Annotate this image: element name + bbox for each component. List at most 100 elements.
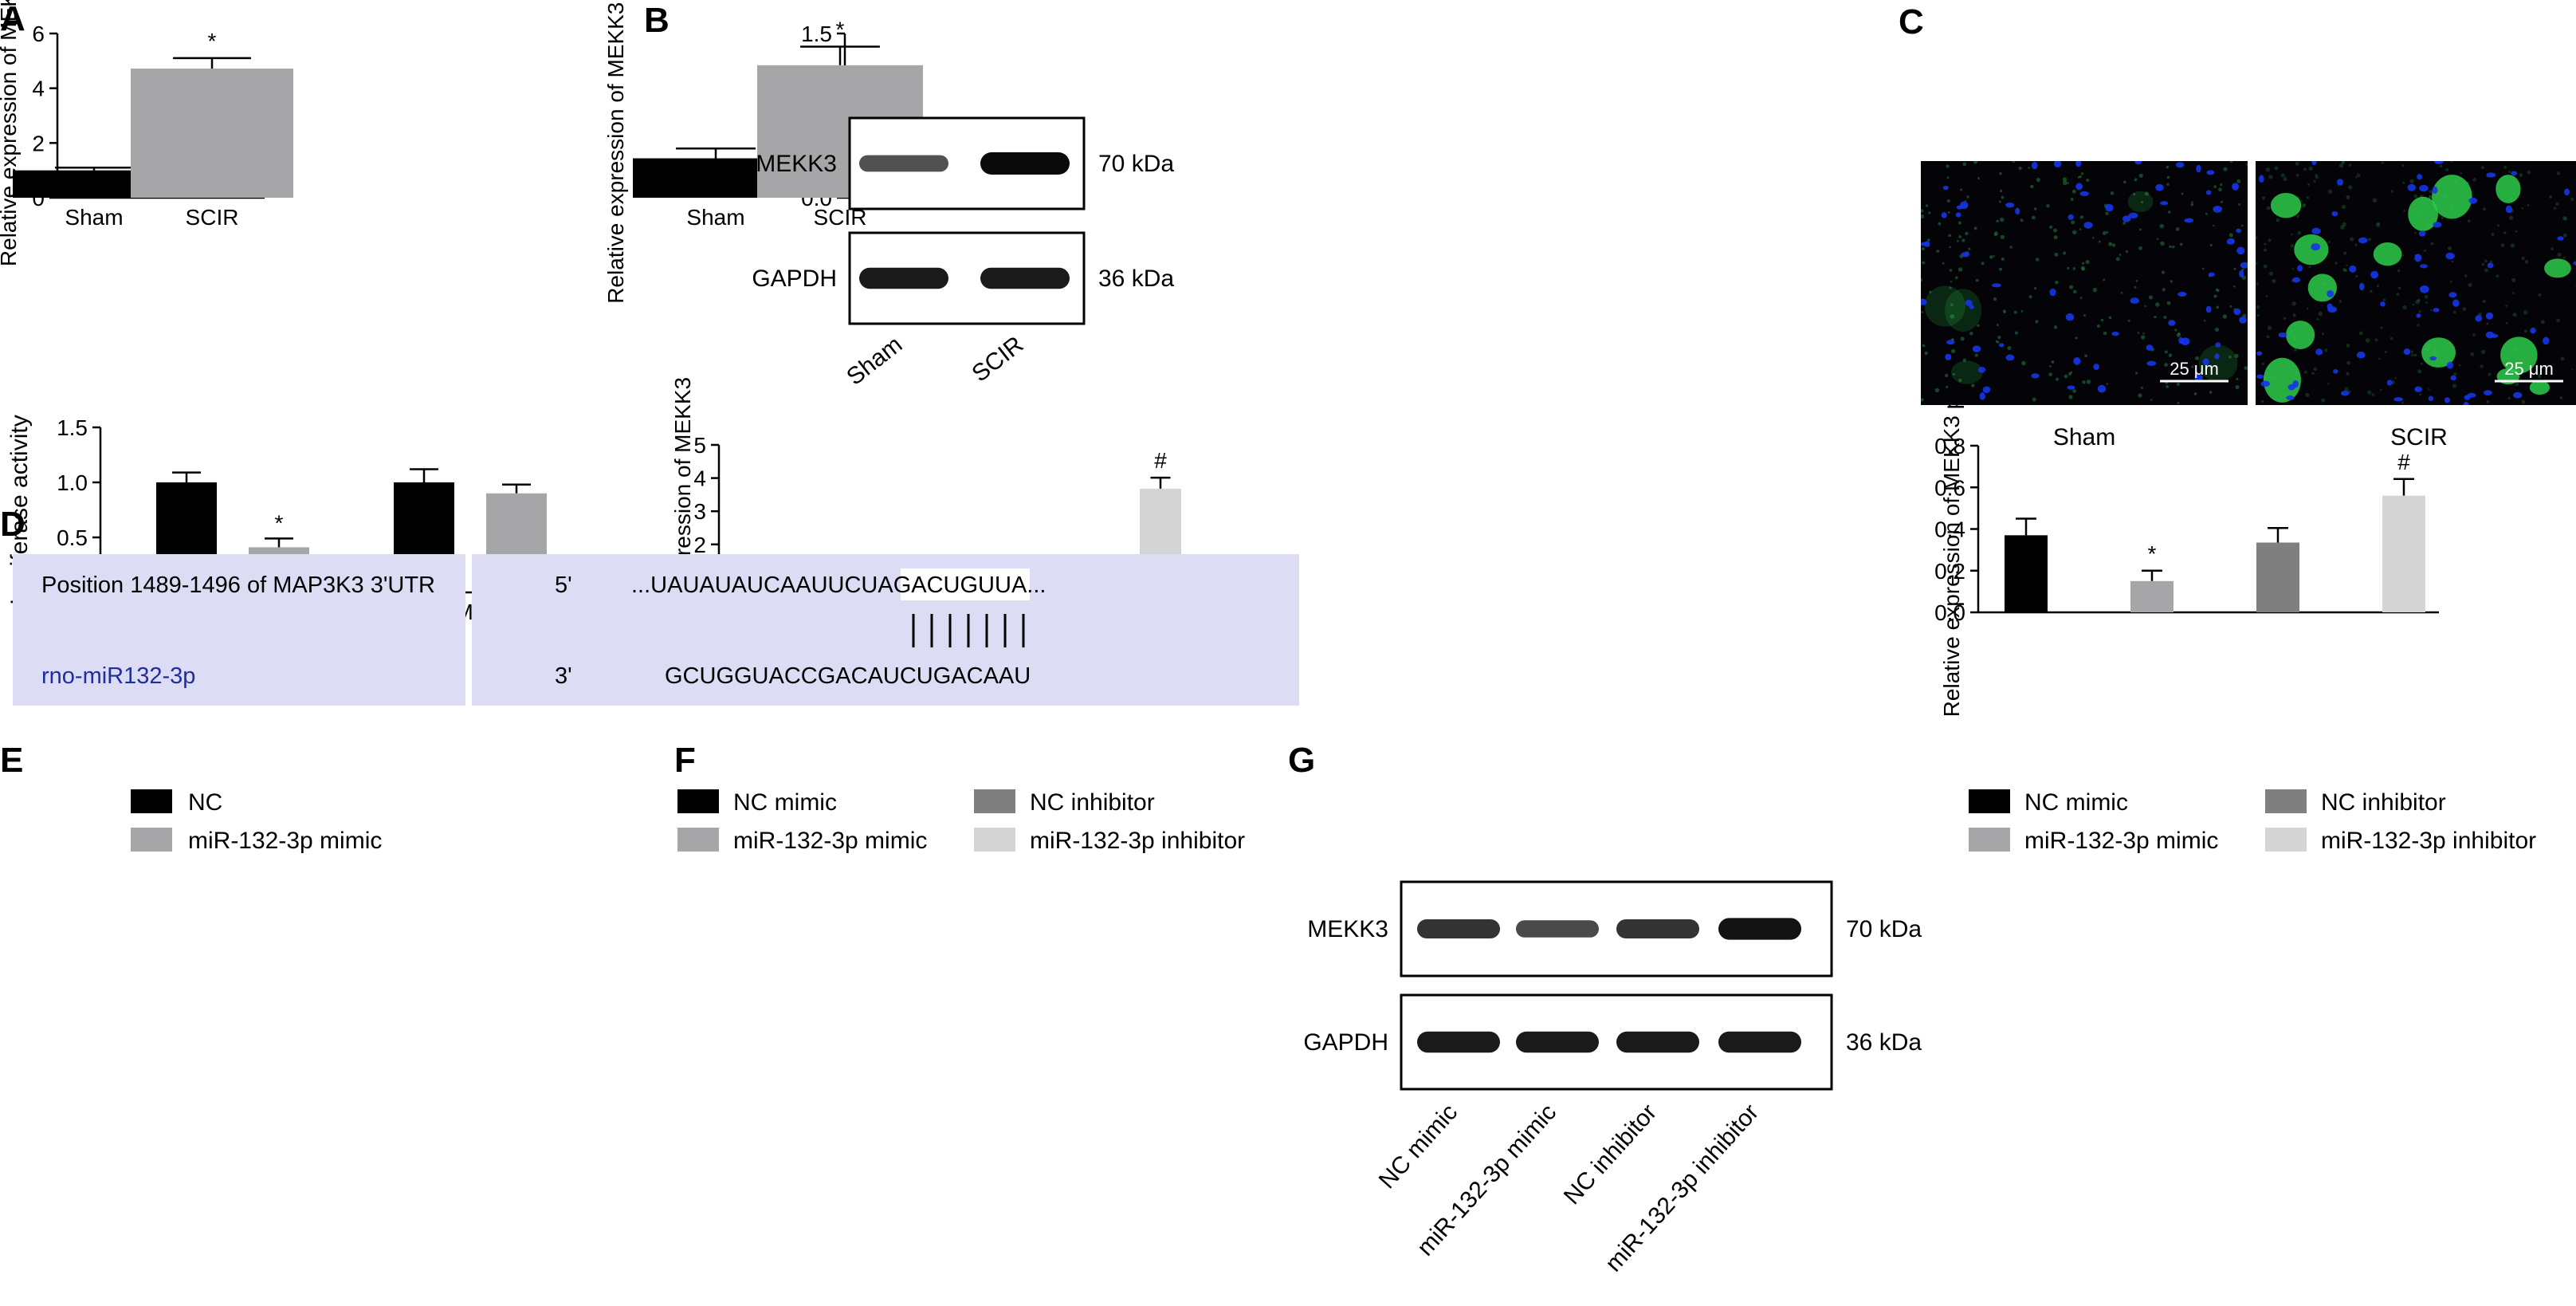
green-speckle-1-10 bbox=[2265, 167, 2271, 172]
nucleus-0-34 bbox=[2122, 215, 2131, 222]
nucleus-1-18 bbox=[2349, 265, 2357, 273]
y-tick-label-g-0: 0.0 bbox=[1934, 600, 1965, 625]
y-tick-label-e-1: 0.5 bbox=[57, 525, 88, 550]
green-speckle-0-243 bbox=[2096, 324, 2100, 328]
green-speckle-0-189 bbox=[2176, 332, 2181, 337]
green-speckle-0-102 bbox=[2032, 397, 2036, 402]
green-speckle-1-53 bbox=[2397, 269, 2401, 273]
blot-band-g-1-2 bbox=[1616, 1031, 1699, 1053]
green-speckle-1-49 bbox=[2327, 241, 2331, 244]
green-speckle-1-9 bbox=[2381, 161, 2384, 164]
green-speckle-0-144 bbox=[1974, 353, 1978, 357]
significance-mark-g-3: # bbox=[2397, 450, 2410, 474]
green-speckle-0-19 bbox=[2053, 325, 2058, 329]
green-speckle-0-204 bbox=[1958, 235, 1962, 238]
green-speckle-0-28 bbox=[1989, 255, 1993, 259]
green-cell-1-1 bbox=[2373, 242, 2402, 266]
green-speckle-0-44 bbox=[2122, 180, 2126, 184]
nucleus-0-5 bbox=[2194, 374, 2204, 382]
nucleus-1-62 bbox=[2564, 188, 2570, 196]
nucleus-1-14 bbox=[2407, 183, 2416, 191]
green-speckle-0-150 bbox=[1997, 335, 2001, 340]
nucleus-1-33 bbox=[2278, 332, 2287, 338]
green-speckle-0-0 bbox=[2079, 297, 2083, 299]
nucleus-0-63 bbox=[1945, 353, 1952, 360]
green-speckle-0-78 bbox=[2213, 185, 2217, 188]
nucleus-0-12 bbox=[2206, 170, 2215, 175]
green-speckle-0-193 bbox=[2150, 399, 2153, 401]
green-speckle-0-5 bbox=[1996, 324, 1999, 327]
nucleus-1-37 bbox=[2433, 308, 2440, 313]
green-speckle-0-142 bbox=[2214, 327, 2220, 332]
green-speckle-1-17 bbox=[2315, 174, 2318, 177]
green-speckle-1-234 bbox=[2308, 166, 2313, 171]
blot-label-g-0: MEKK3 bbox=[1307, 916, 1388, 942]
mirna-sequence: GCUGGUACCGACAUCUGACAAU bbox=[665, 663, 1031, 689]
sequence-box-right bbox=[472, 554, 1299, 706]
nucleus-1-5 bbox=[2292, 277, 2300, 283]
green-speckle-1-71 bbox=[2397, 286, 2401, 290]
green-speckle-1-51 bbox=[2418, 310, 2421, 313]
legend-swatch-f-0 bbox=[677, 789, 719, 813]
nucleus-0-59 bbox=[2233, 308, 2241, 316]
green-speckle-1-103 bbox=[2411, 353, 2414, 357]
green-speckle-0-215 bbox=[2220, 200, 2223, 203]
green-speckle-1-19 bbox=[2344, 387, 2349, 392]
green-speckle-0-256 bbox=[2086, 380, 2091, 384]
nucleus-0-69 bbox=[2097, 384, 2107, 393]
green-speckle-0-123 bbox=[1966, 195, 1969, 199]
nucleus-0-28 bbox=[2015, 207, 2020, 215]
nucleus-1-8 bbox=[2417, 174, 2423, 180]
green-speckle-0-219 bbox=[2222, 314, 2228, 319]
green-speckle-0-49 bbox=[2036, 178, 2040, 183]
green-speckle-0-199 bbox=[2195, 356, 2199, 360]
green-speckle-1-208 bbox=[2503, 165, 2507, 169]
significance-mark-f-3: # bbox=[1154, 448, 1167, 473]
green-speckle-1-119 bbox=[2508, 170, 2511, 173]
green-speckle-0-232 bbox=[2122, 221, 2126, 225]
nucleus-0-57 bbox=[2105, 203, 2114, 212]
green-speckle-1-220 bbox=[2267, 325, 2272, 331]
legend-label-f-1: miR-132-3p mimic bbox=[733, 828, 927, 854]
green-speckle-0-14 bbox=[1946, 385, 1949, 389]
green-speckle-0-95 bbox=[2162, 288, 2166, 292]
green-speckle-0-196 bbox=[2175, 227, 2180, 231]
legend-label-e-1: miR-132-3p mimic bbox=[188, 828, 382, 854]
green-speckle-0-56 bbox=[2068, 395, 2073, 399]
nucleus-0-7 bbox=[2067, 385, 2075, 390]
green-speckle-1-67 bbox=[2382, 298, 2386, 302]
green-speckle-0-235 bbox=[2223, 167, 2228, 171]
base-pair-lines bbox=[912, 614, 1025, 647]
y-tick-label-g-4: 0.8 bbox=[1934, 434, 1965, 458]
green-speckle-0-238 bbox=[2072, 230, 2077, 235]
nucleus-1-21 bbox=[2286, 395, 2295, 401]
nucleus-1-34 bbox=[2487, 262, 2494, 269]
green-speckle-0-106 bbox=[2105, 211, 2109, 216]
green-speckle-1-154 bbox=[2380, 388, 2382, 391]
green-speckle-1-212 bbox=[2256, 282, 2259, 285]
green-speckle-0-154 bbox=[1925, 204, 1929, 207]
y-tick-label-g-3: 0.6 bbox=[1934, 475, 1965, 500]
bar-g-2 bbox=[2256, 542, 2299, 612]
green-speckle-1-14 bbox=[2290, 244, 2295, 248]
green-speckle-1-97 bbox=[2256, 313, 2260, 317]
green-speckle-1-109 bbox=[2538, 372, 2542, 376]
green-speckle-0-16 bbox=[2115, 257, 2120, 262]
green-speckle-0-184 bbox=[2193, 392, 2197, 395]
nucleus-1-66 bbox=[2403, 348, 2411, 356]
legend-label-f-0: NC mimic bbox=[733, 789, 837, 816]
green-speckle-0-52 bbox=[2063, 251, 2067, 255]
y-axis-label-a: Relative expression of MEKK3 bbox=[0, 0, 21, 266]
green-speckle-0-251 bbox=[2138, 173, 2143, 178]
green-speckle-1-134 bbox=[2511, 277, 2516, 282]
green-cell-1-13 bbox=[2496, 175, 2521, 203]
green-speckle-0-173 bbox=[2164, 363, 2168, 367]
nucleus-0-40 bbox=[2075, 161, 2082, 167]
green-speckle-1-13 bbox=[2462, 307, 2467, 311]
green-speckle-0-124 bbox=[1956, 240, 1959, 242]
green-speckle-0-255 bbox=[2033, 207, 2037, 210]
nucleus-1-30 bbox=[2463, 401, 2469, 405]
green-speckle-1-96 bbox=[2355, 274, 2358, 278]
